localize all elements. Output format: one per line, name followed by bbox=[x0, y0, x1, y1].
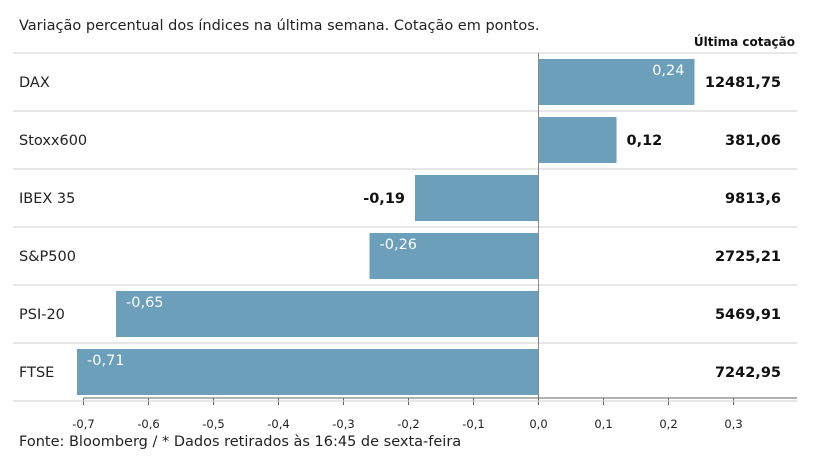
category-label: FTSE bbox=[19, 365, 54, 381]
value-label: 0,24 bbox=[652, 63, 684, 79]
value-label: -0,65 bbox=[126, 295, 164, 311]
category-label: IBEX 35 bbox=[19, 191, 75, 207]
last-quote-header: Última cotação bbox=[693, 35, 795, 49]
x-tick-label: -0,7 bbox=[72, 417, 94, 431]
category-label: PSI-20 bbox=[19, 307, 65, 323]
category-label: S&P500 bbox=[19, 249, 76, 265]
x-tick-label: 0,3 bbox=[724, 417, 742, 431]
last-quote-value: 7242,95 bbox=[715, 365, 781, 381]
x-tick-label: -0,6 bbox=[137, 417, 159, 431]
x-tick-label: -0,3 bbox=[332, 417, 354, 431]
value-label: 0,12 bbox=[627, 133, 663, 149]
value-label: -0,26 bbox=[380, 237, 418, 253]
x-tick-label: 0,2 bbox=[659, 417, 677, 431]
last-quote-value: 12481,75 bbox=[705, 75, 781, 91]
value-label: -0,71 bbox=[87, 353, 125, 369]
x-tick-label: -0,2 bbox=[397, 417, 419, 431]
bar-s-p500 bbox=[369, 233, 539, 279]
category-label: Stoxx600 bbox=[19, 133, 87, 149]
bar-psi-20 bbox=[116, 291, 539, 337]
chart-subtitle: Variação percentual dos índices na últim… bbox=[19, 18, 540, 34]
category-label: DAX bbox=[19, 75, 50, 91]
bar-stoxx600 bbox=[538, 117, 617, 163]
last-quote-value: 9813,6 bbox=[725, 191, 781, 207]
value-label: -0,19 bbox=[363, 191, 405, 207]
bar-dax bbox=[538, 59, 695, 105]
last-quote-value: 2725,21 bbox=[715, 249, 781, 265]
bar-ibex-35 bbox=[415, 175, 539, 221]
x-tick-label: 0,0 bbox=[529, 417, 547, 431]
x-tick-label: -0,4 bbox=[267, 417, 289, 431]
bar-ftse bbox=[77, 349, 539, 395]
last-quote-value: 381,06 bbox=[725, 133, 781, 149]
x-tick-label: -0,5 bbox=[202, 417, 224, 431]
x-tick-label: -0,1 bbox=[462, 417, 484, 431]
x-tick-label: 0,1 bbox=[594, 417, 612, 431]
footnote: Fonte: Bloomberg / * Dados retirados às … bbox=[19, 434, 462, 450]
last-quote-value: 5469,91 bbox=[715, 307, 781, 323]
